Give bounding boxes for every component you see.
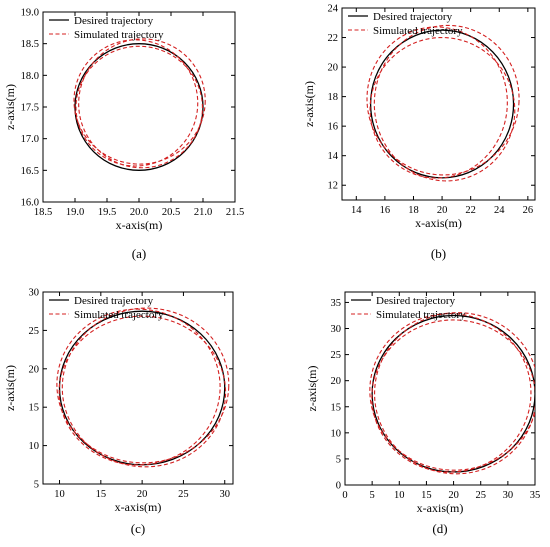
x-tick-label: 30: [219, 489, 230, 500]
legend-label-desired: Desired trajectory: [74, 15, 154, 27]
y-tick-label: 18.0: [21, 71, 39, 82]
y-tick-label: 30: [331, 324, 342, 335]
y-tick-label: 20: [328, 63, 339, 74]
panel-a: 18.5 19.0 19.5 20.0 20.5 21.0 21.5 16.0 16.5 17.0…: [3, 8, 244, 262]
y-tick-label: 14: [328, 151, 339, 162]
legend-label-desired: Desired trajectory: [376, 295, 456, 307]
legend-label-simulated: Simulated trajectory: [376, 309, 466, 321]
y-tick-label: 25: [331, 350, 342, 361]
x-tick-label: 10: [54, 489, 65, 500]
y-tick-label: 16.5: [21, 166, 39, 177]
y-tick-label: 5: [34, 480, 39, 491]
y-tick-label: 20: [331, 376, 342, 387]
plot-frame: [42, 291, 234, 485]
x-tick-label: 19.0: [66, 207, 84, 218]
x-tick-label: 20: [437, 205, 448, 216]
panel-b: 14 16 18 20 22 24 26 12 14 16 18 20 22 24 x-axis(m) z-a…: [302, 4, 536, 261]
x-tick-label: 25: [475, 490, 486, 501]
y-tick-label: 16.0: [21, 198, 39, 209]
legend: Desired trajectory Simulated trajectory: [49, 295, 164, 321]
legend: Desired trajectory Simulated trajectory: [351, 295, 466, 321]
x-tick-label: 22: [465, 205, 476, 216]
y-tick-label: 10: [331, 428, 342, 439]
y-axis-label: z-axis(m): [302, 81, 316, 127]
panel-label: (a): [132, 246, 146, 261]
y-tick-label: 17.5: [21, 103, 39, 114]
x-axis-label: x-axis(m): [116, 218, 163, 232]
legend: Desired trajectory Simulated trajectory: [348, 11, 463, 37]
legend-label-simulated: Simulated trajectory: [373, 25, 463, 37]
y-tick-label: 16: [328, 122, 339, 133]
series-desired-trajectory: [74, 43, 204, 171]
x-tick-label: 18: [408, 205, 419, 216]
x-tick-label: 35: [530, 490, 541, 501]
panel-label: (b): [431, 246, 446, 261]
x-axis-label: x-axis(m): [417, 501, 464, 515]
plot-frame: [341, 7, 536, 201]
y-tick-label: 15: [331, 402, 342, 413]
panel-label: (d): [432, 521, 447, 536]
x-axis-label: x-axis(m): [415, 216, 462, 230]
series-simulated-trajectory: [73, 38, 206, 169]
y-tick-label: 15: [29, 403, 40, 414]
x-axis-label: x-axis(m): [115, 500, 162, 514]
y-tick-label: 10: [29, 441, 40, 452]
x-tick-label: 30: [503, 490, 514, 501]
x-tick-label: 15: [421, 490, 432, 501]
y-tick-label: 18.5: [21, 39, 39, 50]
y-tick-label: 0: [336, 481, 341, 492]
x-tick-label: 20: [137, 489, 148, 500]
x-tick-label: 14: [351, 205, 362, 216]
y-tick-label: 35: [331, 298, 342, 309]
panel-label: (c): [131, 521, 145, 536]
x-tick-label: 5: [370, 490, 375, 501]
x-tick-label: 0: [342, 490, 347, 501]
x-tick-label: 24: [494, 205, 505, 216]
legend-label-simulated: Simulated trajectory: [74, 309, 164, 321]
x-tick-label: 25: [178, 489, 189, 500]
y-tick-label: 18: [328, 92, 339, 103]
y-tick-label: 30: [29, 288, 40, 299]
y-tick-label: 20: [29, 364, 40, 375]
y-tick-label: 25: [29, 326, 40, 337]
x-tick-label: 26: [523, 205, 534, 216]
x-tick-label: 15: [96, 489, 107, 500]
x-tick-label: 10: [394, 490, 405, 501]
x-tick-label: 18.5: [34, 207, 52, 218]
panel-c: 10 15 20 25 30 5 10 15 20 25 30 x-axis(m) z-axis(m) (…: [3, 288, 234, 536]
x-tick-label: 19.5: [98, 207, 116, 218]
series-simulated-trajectory: [366, 24, 520, 182]
y-axis-label: z-axis(m): [305, 366, 319, 412]
legend: Desired trajectory Simulated trajectory: [49, 15, 164, 41]
x-tick-label: 21.5: [226, 207, 244, 218]
y-axis-label: z-axis(m): [3, 365, 17, 411]
series-simulated-trajectory: [56, 307, 230, 468]
x-tick-label: 20.5: [162, 207, 180, 218]
legend-label-desired: Desired trajectory: [74, 295, 154, 307]
y-tick-label: 24: [328, 4, 339, 15]
legend-label-desired: Desired trajectory: [373, 11, 453, 23]
y-axis-label: z-axis(m): [3, 84, 17, 130]
y-tick-label: 17.0: [21, 134, 39, 145]
x-tick-label: 21.0: [194, 207, 212, 218]
y-tick-label: 12: [328, 181, 339, 192]
y-tick-label: 5: [336, 454, 341, 465]
series-simulated-trajectory: [369, 312, 535, 475]
x-tick-label: 16: [380, 205, 391, 216]
y-tick-label: 19.0: [21, 8, 39, 19]
x-tick-label: 20.0: [130, 207, 148, 218]
legend-label-simulated: Simulated trajectory: [74, 29, 164, 41]
panel-d: 0 5 10 15 20 25 30 35 0 5 10 15 20 25 30 35 x-axis(m) z-a…: [305, 291, 541, 536]
x-tick-label: 20: [448, 490, 459, 501]
y-tick-label: 22: [328, 33, 339, 44]
